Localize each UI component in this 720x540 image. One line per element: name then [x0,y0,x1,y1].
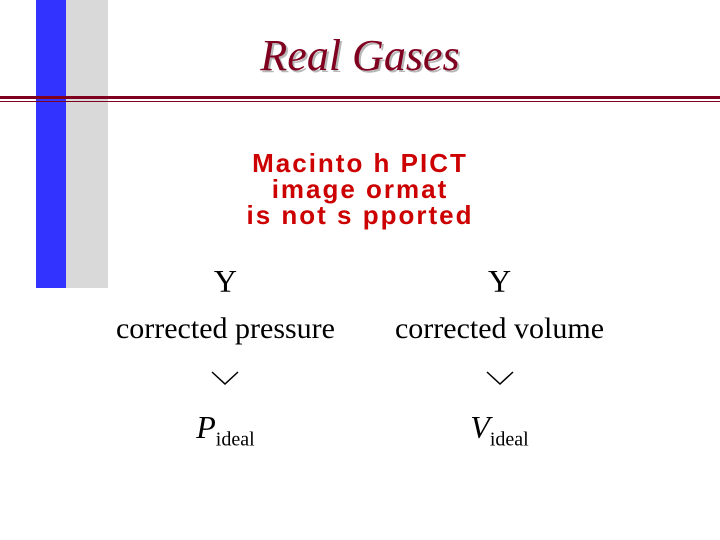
horizontal-rule [0,96,720,102]
p-ideal-label: Pideal [196,409,254,451]
v-var: V [470,409,490,445]
left-column: Υ corrected pressure Pideal [116,270,335,451]
corrected-pressure-label: corrected pressure [116,312,335,346]
brace-top-icon: Υ [214,270,237,292]
brace-top-icon: Υ [488,270,511,292]
pict-line2: image ormat [0,176,720,202]
pict-line3: is not s pported [0,202,720,228]
corrected-volume-label: corrected volume [395,312,604,346]
columns: Υ corrected pressure Pideal Υ corrected … [0,270,720,451]
brace-bottom-icon [485,366,515,388]
pict-line1: Macinto h PICT [0,150,720,176]
title-area: Real Gases Real Gases [0,30,720,81]
page-title: Real Gases [0,30,720,81]
right-column: Υ corrected volume Videal [395,270,604,451]
p-sub: ideal [216,428,255,450]
v-ideal-label: Videal [470,409,528,451]
brace-bottom-icon [210,366,240,388]
v-sub: ideal [490,428,529,450]
p-var: P [196,409,216,445]
pict-placeholder: Macinto h PICT image ormat is not s ppor… [0,150,720,228]
